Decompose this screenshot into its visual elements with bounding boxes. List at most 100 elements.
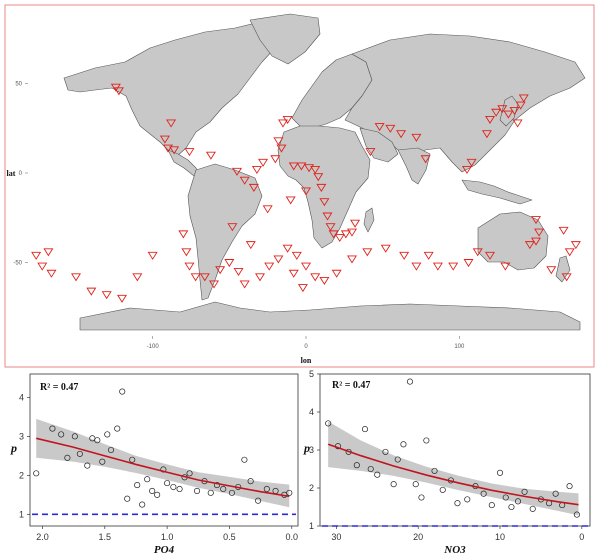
po4-data-point bbox=[193, 487, 201, 494]
map-point-marker bbox=[423, 251, 434, 260]
map-point-marker bbox=[276, 144, 287, 153]
map-point-marker bbox=[208, 280, 220, 289]
map-point-marker bbox=[374, 123, 385, 132]
no3-data-point bbox=[454, 500, 461, 507]
map-point-marker bbox=[500, 262, 511, 271]
map-point-marker bbox=[178, 230, 189, 239]
no3-data-point bbox=[418, 494, 425, 501]
po4-r2-annotation: R² = 0.47 bbox=[40, 382, 78, 393]
map-point-marker bbox=[515, 101, 526, 110]
po4-data-point bbox=[84, 462, 91, 469]
map-point-marker bbox=[484, 115, 496, 124]
map-point-marker bbox=[37, 262, 48, 271]
map-point-marker bbox=[239, 176, 250, 185]
map-point-marker bbox=[319, 198, 330, 207]
po4-x-tick-label: 0.5 bbox=[223, 532, 236, 542]
north-america-shape bbox=[63, 21, 281, 159]
po4-data-point bbox=[64, 454, 71, 461]
map-point-marker bbox=[340, 230, 351, 239]
map-point-marker bbox=[251, 166, 262, 175]
po4-data-point bbox=[255, 497, 262, 504]
map-point-marker bbox=[132, 273, 143, 282]
map-point-marker bbox=[564, 248, 575, 257]
no3-data-point bbox=[390, 481, 397, 488]
no3-data-point bbox=[552, 490, 559, 497]
no3-panel: 30 20 10 0 1 2 3 4 5 R² = 0.47 NO3 p bbox=[303, 369, 591, 556]
no3-data-point bbox=[529, 505, 536, 512]
po4-data-point bbox=[124, 495, 131, 502]
no3-data-point bbox=[406, 378, 414, 385]
po4-data-point bbox=[104, 431, 111, 438]
map-point-marker bbox=[288, 269, 299, 278]
no3-y-tick-label: 1 bbox=[309, 521, 314, 531]
map-point-marker bbox=[277, 119, 289, 128]
map-point-marker bbox=[432, 262, 443, 271]
map-point-marker bbox=[147, 251, 158, 260]
map-axes: -100 0 100 50 0 -50 lon lat bbox=[7, 82, 465, 365]
map-point-marker bbox=[159, 135, 170, 144]
map-y-tick-label: -50 bbox=[13, 260, 22, 266]
map-point-marker bbox=[270, 155, 281, 164]
map-point-marker bbox=[310, 166, 321, 175]
arabia-shape bbox=[359, 127, 399, 163]
map-point-marker bbox=[205, 151, 216, 160]
map-point-marker bbox=[300, 262, 312, 271]
po4-points bbox=[33, 388, 293, 508]
po4-data-point bbox=[220, 485, 227, 493]
map-point-marker bbox=[169, 146, 180, 155]
map-x-tick-label: 0 bbox=[304, 344, 308, 350]
po4-data-point bbox=[228, 489, 235, 496]
po4-data-point bbox=[119, 388, 126, 395]
map-point-marker bbox=[288, 162, 299, 171]
no3-data-point bbox=[412, 481, 419, 488]
no3-x-tick-label: 10 bbox=[495, 532, 505, 542]
po4-data-point bbox=[207, 489, 214, 496]
map-sample-points bbox=[31, 83, 581, 303]
no3-data-point bbox=[374, 471, 381, 478]
map-point-marker bbox=[248, 183, 259, 192]
map-point-marker bbox=[561, 273, 572, 282]
no3-data-point bbox=[566, 483, 573, 490]
po4-data-point bbox=[144, 476, 151, 483]
no3-x-tick-label: 30 bbox=[331, 532, 341, 542]
no3-x-label: NO3 bbox=[443, 544, 466, 556]
map-point-marker bbox=[503, 110, 514, 119]
po4-x-tick-label: 2.0 bbox=[36, 532, 49, 542]
po4-data-point bbox=[241, 456, 248, 463]
po4-data-point bbox=[134, 482, 141, 489]
map-point-marker bbox=[297, 284, 308, 293]
po4-data-point bbox=[99, 458, 106, 465]
map-point-marker bbox=[319, 276, 330, 285]
map-point-marker bbox=[190, 273, 201, 282]
map-x-tick-label: 100 bbox=[454, 344, 465, 350]
map-point-marker bbox=[282, 115, 293, 124]
no3-data-point bbox=[431, 467, 438, 474]
po4-x-tick-label: 1.5 bbox=[99, 532, 112, 542]
no3-axes: 30 20 10 0 1 2 3 4 5 bbox=[309, 369, 584, 542]
map-point-marker bbox=[411, 262, 422, 271]
map-point-marker bbox=[166, 119, 177, 128]
po4-data-point bbox=[33, 470, 40, 477]
map-point-marker bbox=[472, 248, 483, 257]
map-point-marker bbox=[300, 187, 312, 196]
greenland-shape bbox=[249, 13, 321, 65]
no3-data-point bbox=[502, 494, 509, 501]
map-point-marker bbox=[262, 205, 273, 214]
map-point-marker bbox=[380, 244, 391, 253]
map-point-marker bbox=[224, 259, 235, 268]
po4-x-label: PO4 bbox=[154, 544, 175, 556]
map-point-marker bbox=[399, 251, 410, 260]
no3-x-tick-label: 20 bbox=[413, 532, 423, 542]
map-point-marker bbox=[325, 223, 336, 232]
map-point-marker bbox=[231, 167, 243, 176]
madagascar-shape bbox=[363, 207, 375, 233]
map-point-marker bbox=[385, 124, 396, 133]
map-point-marker bbox=[162, 144, 174, 153]
map-point-marker bbox=[420, 155, 431, 164]
no3-data-point bbox=[496, 469, 504, 476]
map-point-marker bbox=[411, 133, 422, 142]
map-point-marker bbox=[310, 273, 321, 282]
map-x-tick-label: -100 bbox=[147, 344, 160, 350]
map-point-marker bbox=[233, 267, 244, 277]
